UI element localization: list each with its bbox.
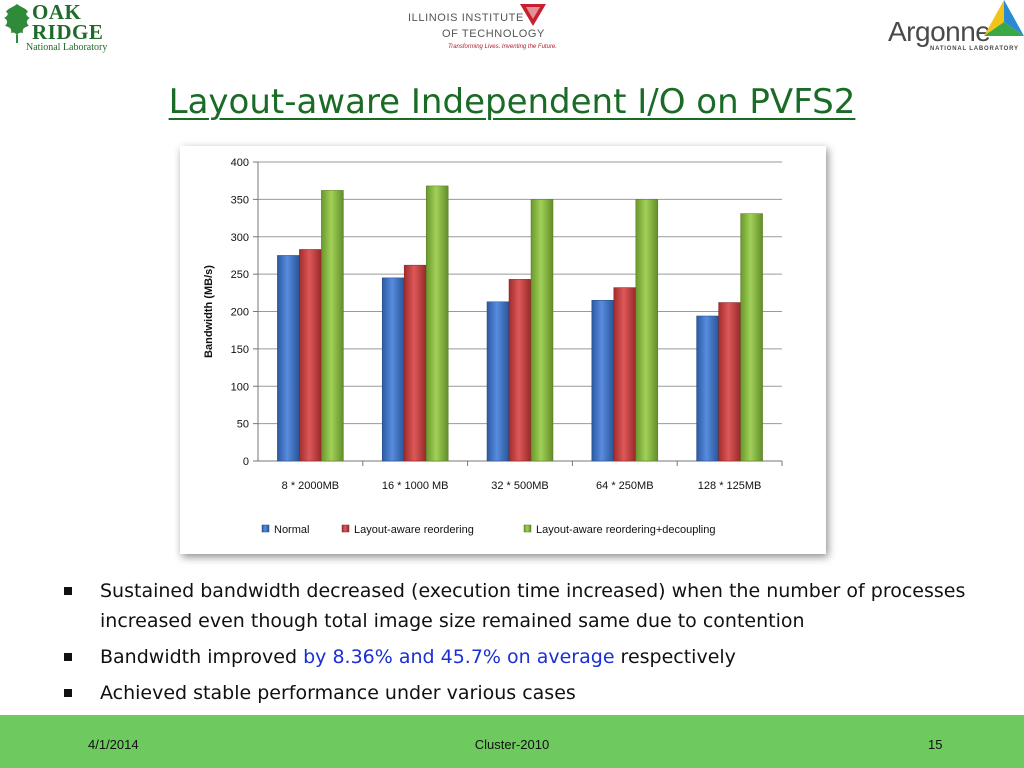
bullet-item: Sustained bandwidth decreased (execution…	[62, 576, 1002, 636]
bar	[718, 302, 741, 462]
legend-label: Layout-aware reordering+decoupling	[536, 524, 715, 536]
bullet-square-icon	[64, 587, 72, 595]
y-axis-title: Bandwidth (MB/s)	[203, 265, 215, 358]
x-tick-label: 8 * 2000MB	[282, 480, 339, 492]
chart-frame: 0 50 100 150 200 250 300 350 400 Bandwidth (MB/s)…	[180, 146, 826, 554]
bullet-text-2-highlight: by 8.36% and 45.7% on average	[303, 646, 615, 668]
x-tick-label: 64 * 250MB	[596, 480, 653, 492]
bullet-list: Sustained bandwidth decreased (execution…	[62, 576, 1002, 714]
x-tick-label: 16 * 1000 MB	[382, 480, 449, 492]
bar	[530, 199, 554, 462]
bar	[508, 279, 532, 462]
y-tick-label: 100	[231, 381, 249, 393]
bullet-text-1: Sustained bandwidth decreased (execution…	[100, 580, 966, 632]
iit-logo-line2: OF TECHNOLOGY	[442, 28, 545, 40]
iit-logo: ILLINOIS INSTITUTE OF TECHNOLOGY Transfo…	[408, 4, 588, 54]
iit-logo-line1: ILLINOIS INSTITUTE	[408, 12, 524, 24]
ornl-logo-line3: National Laboratory	[26, 42, 108, 53]
y-tick-label: 400	[231, 157, 249, 169]
y-tick-label: 300	[231, 232, 249, 244]
bar	[321, 190, 344, 462]
iit-triangle-icon	[520, 4, 546, 26]
bandwidth-bar-chart: 0 50 100 150 200 250 300 350 400 Bandwidth (MB/s)…	[203, 157, 783, 536]
bar	[696, 315, 719, 462]
ornl-logo-line2: RIDGE	[32, 20, 104, 44]
bullet-text-2-post: respectively	[614, 646, 736, 668]
legend-swatch	[523, 524, 532, 533]
bullet-text-3: Achieved stable performance under variou…	[100, 682, 576, 704]
y-tick-label: 250	[231, 269, 249, 281]
bar	[635, 199, 659, 462]
ornl-logo: OAK RIDGE National Laboratory	[2, 0, 112, 56]
bar	[381, 277, 405, 462]
footer-bar: 4/1/2014 Cluster-2010 15	[0, 715, 1024, 768]
legend-label: Layout-aware reordering	[354, 524, 474, 536]
legend-swatch	[341, 524, 350, 533]
slide-title-text: Layout-aware Independent I/O on PVFS2	[168, 82, 856, 122]
bullet-square-icon	[64, 653, 72, 661]
legend-label: Normal	[274, 524, 309, 536]
bar	[425, 185, 449, 462]
slide-title: Layout-aware Independent I/O on PVFS2	[0, 82, 1024, 122]
bar	[403, 264, 427, 462]
bar	[613, 287, 637, 462]
y-tick-label: 200	[231, 307, 249, 319]
argonne-triangle-icon	[984, 0, 1024, 36]
bar	[277, 255, 300, 462]
bullet-square-icon	[64, 689, 72, 697]
legend-swatch	[261, 524, 270, 533]
oak-leaf-icon	[4, 4, 30, 43]
argonne-logo-sub: NATIONAL LABORATORY	[930, 46, 1019, 52]
argonne-logo: Argonne NATIONAL LABORATORY	[884, 0, 1024, 58]
bar	[591, 300, 615, 462]
page-number: 15	[928, 737, 943, 752]
y-tick-label: 150	[231, 344, 249, 356]
x-tick-label: 32 * 500MB	[491, 480, 548, 492]
footer-date: 4/1/2014	[88, 737, 139, 752]
bar	[740, 213, 763, 462]
argonne-logo-name: Argonne	[888, 16, 991, 47]
y-tick-label: 50	[237, 419, 249, 431]
y-tick-label: 0	[243, 456, 249, 468]
bullet-text-2-pre: Bandwidth improved	[100, 646, 304, 668]
bar	[486, 301, 510, 462]
x-tick-label: 128 * 125MB	[698, 480, 762, 492]
footer-conference: Cluster-2010	[474, 737, 550, 752]
ornl-logo-line1: OAK	[32, 0, 82, 24]
bullet-item: Bandwidth improved by 8.36% and 45.7% on…	[62, 642, 1002, 672]
bar	[299, 249, 322, 462]
y-tick-label: 350	[231, 194, 249, 206]
bullet-item: Achieved stable performance under variou…	[62, 678, 1002, 708]
iit-logo-tagline: Transforming Lives. Inventing the Future…	[448, 44, 557, 50]
